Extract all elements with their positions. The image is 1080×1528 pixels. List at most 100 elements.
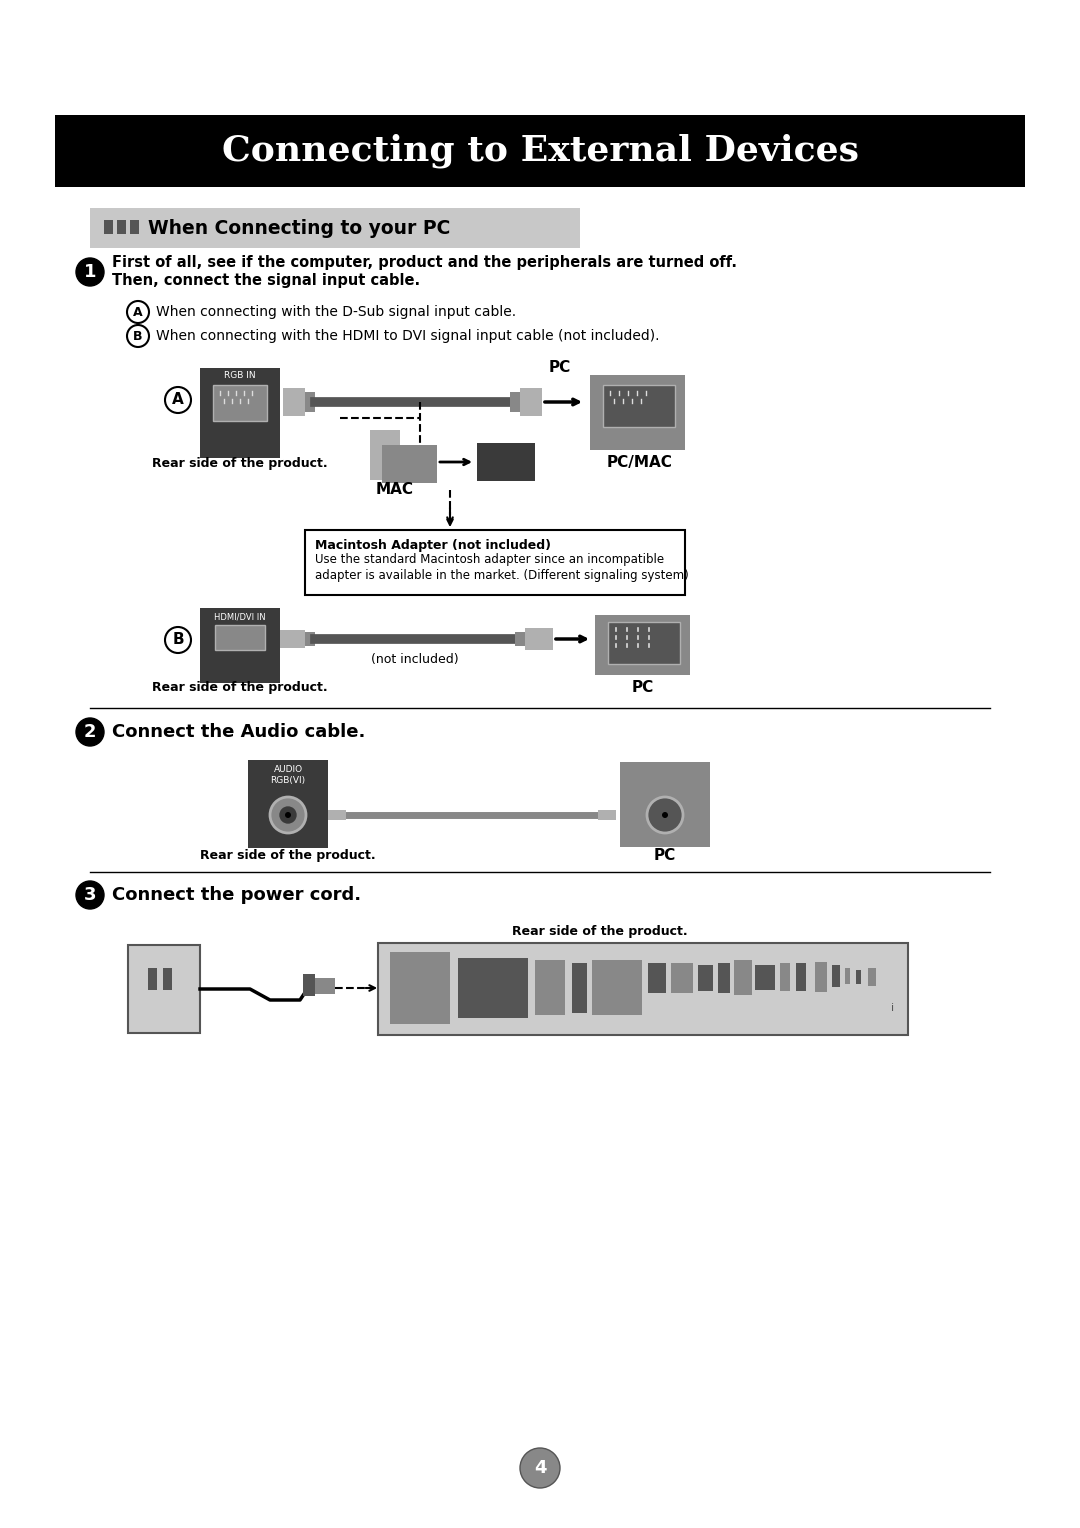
Text: B: B [172, 633, 184, 648]
Bar [856, 970, 861, 984]
Bar [200, 608, 280, 683]
Text: When connecting with the HDMI to DVI signal input cable (not included).: When connecting with the HDMI to DVI sig… [156, 329, 660, 342]
Text: AUDIO: AUDIO [273, 764, 302, 773]
Text: adapter is available in the market. (Different signaling system): adapter is available in the market. (Dif… [315, 568, 689, 582]
Text: PC: PC [653, 848, 676, 862]
Bar [200, 368, 280, 458]
Bar [163, 969, 172, 990]
Text: RGB IN: RGB IN [225, 371, 256, 380]
Text: First of all, see if the computer, product and the peripherals are turned off.: First of all, see if the computer, produ… [112, 255, 737, 269]
Circle shape [76, 718, 104, 746]
Text: Then, connect the signal input cable.: Then, connect the signal input cable. [112, 272, 420, 287]
Bar [755, 966, 775, 990]
Bar [598, 810, 616, 821]
Bar [648, 963, 666, 993]
Bar [796, 963, 806, 992]
Bar [303, 973, 315, 996]
Bar [213, 385, 267, 422]
Bar [215, 625, 265, 649]
Bar [280, 630, 305, 648]
Bar [328, 810, 346, 821]
Bar [832, 966, 840, 987]
Text: i: i [891, 1002, 894, 1013]
Text: Rear side of the product.: Rear side of the product. [152, 681, 328, 695]
Text: 1: 1 [84, 263, 96, 281]
Bar [603, 385, 675, 426]
Circle shape [662, 811, 669, 817]
Text: PC/MAC: PC/MAC [607, 454, 673, 469]
Bar [248, 759, 328, 848]
Bar [868, 969, 876, 986]
Text: 2: 2 [84, 723, 96, 741]
Text: B: B [133, 330, 143, 342]
Bar [477, 443, 535, 481]
Bar [130, 220, 139, 234]
Bar [671, 963, 693, 993]
Text: PC: PC [632, 680, 654, 695]
Text: PC: PC [549, 361, 571, 376]
Bar [815, 963, 827, 992]
Circle shape [519, 1449, 561, 1488]
Text: HDMI/DVI IN: HDMI/DVI IN [214, 613, 266, 622]
Circle shape [270, 798, 306, 833]
Text: MAC: MAC [376, 483, 414, 498]
Bar [780, 963, 789, 992]
Bar [510, 393, 519, 413]
Text: A: A [133, 306, 143, 318]
Bar [458, 958, 528, 1018]
Bar [572, 963, 588, 1013]
Bar [305, 633, 315, 646]
Bar [129, 944, 200, 1033]
Circle shape [647, 798, 683, 833]
Text: Rear side of the product.: Rear side of the product. [152, 457, 328, 471]
Bar [698, 966, 713, 992]
Bar [104, 220, 113, 234]
Bar [525, 628, 553, 649]
Text: Macintosh Adapter (not included): Macintosh Adapter (not included) [315, 538, 551, 552]
Bar [620, 762, 710, 847]
Circle shape [76, 882, 104, 909]
Bar [305, 530, 685, 594]
Bar [382, 445, 437, 483]
Circle shape [280, 807, 296, 824]
Bar [378, 943, 908, 1034]
Bar [595, 614, 690, 675]
Bar [305, 393, 315, 413]
Bar [519, 388, 542, 416]
Bar [535, 960, 565, 1015]
Bar [370, 429, 400, 480]
Text: Rear side of the product.: Rear side of the product. [512, 926, 688, 938]
Circle shape [76, 258, 104, 286]
Text: Rear side of the product.: Rear side of the product. [200, 848, 376, 862]
Circle shape [165, 387, 191, 413]
Circle shape [127, 325, 149, 347]
Bar [592, 960, 642, 1015]
Text: Connect the Audio cable.: Connect the Audio cable. [112, 723, 365, 741]
Text: 4: 4 [534, 1459, 546, 1478]
Bar [90, 208, 580, 248]
Bar [515, 633, 525, 646]
Bar [283, 388, 305, 416]
Text: Connecting to External Devices: Connecting to External Devices [221, 134, 859, 168]
Text: A: A [172, 393, 184, 408]
Bar [590, 374, 685, 451]
Bar [117, 220, 126, 234]
Circle shape [127, 301, 149, 322]
Bar [718, 963, 730, 993]
Bar [608, 622, 680, 665]
Circle shape [165, 626, 191, 652]
Text: Use the standard Macintosh adapter since an incompatible: Use the standard Macintosh adapter since… [315, 553, 664, 567]
Text: When Connecting to your PC: When Connecting to your PC [148, 219, 450, 237]
Text: When connecting with the D-Sub signal input cable.: When connecting with the D-Sub signal in… [156, 306, 516, 319]
Text: (not included): (not included) [372, 654, 459, 666]
Bar [55, 115, 1025, 186]
Text: Connect the power cord.: Connect the power cord. [112, 886, 361, 905]
Bar [845, 969, 850, 984]
Circle shape [285, 811, 291, 817]
Bar [310, 978, 335, 995]
Bar [148, 969, 157, 990]
Text: RGB(VI): RGB(VI) [270, 776, 306, 784]
Bar [390, 952, 450, 1024]
Text: 3: 3 [84, 886, 96, 905]
Bar [734, 960, 752, 995]
